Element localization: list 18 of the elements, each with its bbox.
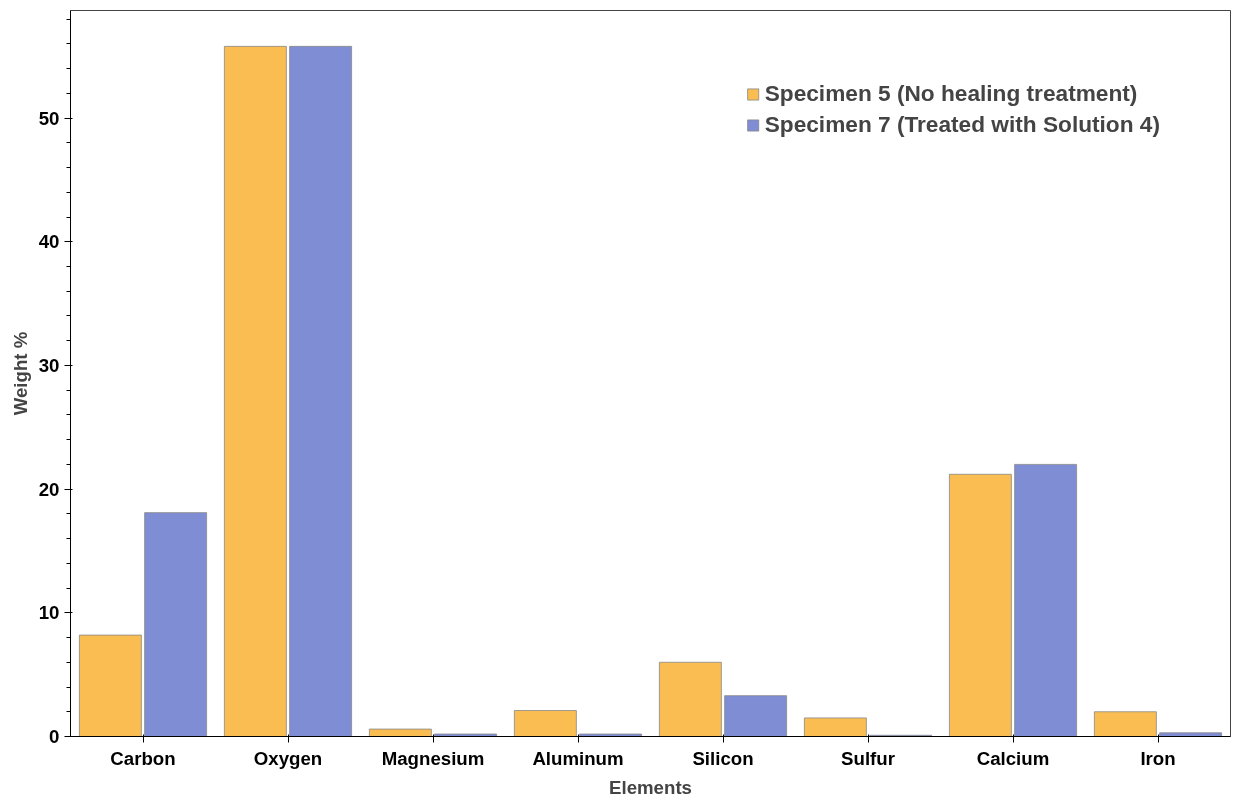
x-tick-label: Magnesium (381, 747, 485, 769)
y-tick-label: 0 (49, 726, 60, 747)
x-axis-title: Elements (609, 776, 692, 798)
x-tick-label: Silicon (692, 747, 754, 769)
legend-label: Specimen 5 (No healing treatment) (764, 80, 1138, 107)
y-tick-label: 10 (38, 602, 60, 624)
x-tick-label: Iron (1140, 747, 1176, 769)
y-axis-title: Weight % (9, 331, 31, 416)
y-tick-label: 30 (38, 354, 60, 376)
x-tick-label: Aluminum (532, 747, 624, 769)
x-tick-label: Calcium (976, 747, 1050, 769)
x-tick-label: Sulfur (841, 747, 895, 769)
y-tick-label: 50 (38, 107, 60, 129)
x-tick-label: Carbon (110, 747, 176, 769)
legend-label: Specimen 7 (Treated with Solution 4) (764, 111, 1160, 138)
y-tick-label: 40 (38, 231, 60, 253)
x-tick-label: Oxygen (253, 747, 323, 769)
y-tick-label: 20 (38, 478, 60, 500)
